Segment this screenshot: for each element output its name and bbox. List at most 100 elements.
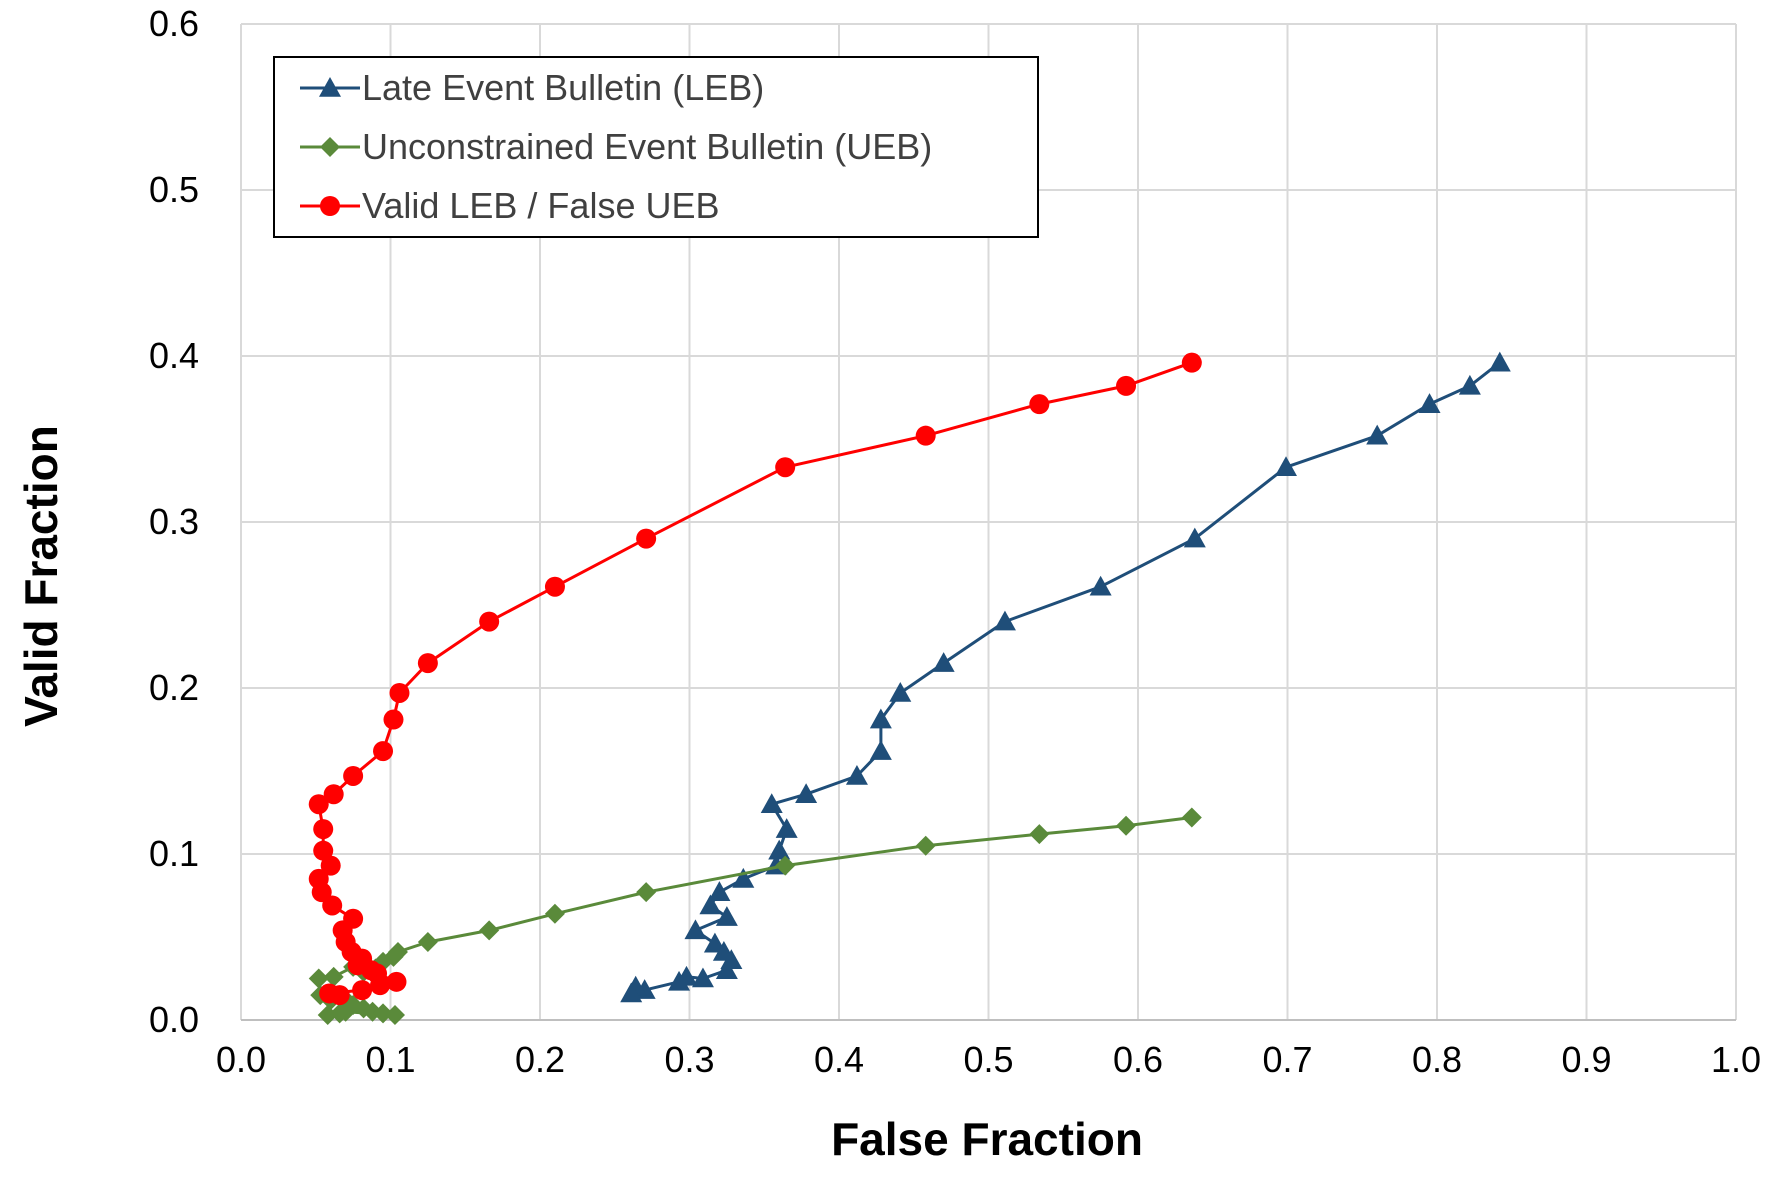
circle-data-point — [370, 975, 391, 996]
circle-data-point — [343, 765, 364, 786]
triangle-data-point — [1089, 575, 1112, 596]
diamond-data-point — [308, 968, 329, 989]
x-tick-label: 0.9 — [1561, 1039, 1611, 1080]
series-3 — [308, 352, 1202, 1006]
triangle-data-point — [869, 708, 892, 729]
x-tick-label: 0.3 — [664, 1039, 714, 1080]
triangle-data-point — [715, 906, 738, 926]
legend-entry: Valid LEB / False UEB — [300, 185, 720, 226]
triangle-data-point — [715, 959, 738, 979]
diamond-data-point — [373, 1003, 394, 1024]
y-tick-label: 0.5 — [149, 169, 199, 210]
triangle-data-point — [869, 740, 892, 760]
triangle-data-point — [775, 818, 798, 838]
triangle-data-point — [732, 867, 755, 888]
tick-labels: 0.0 0.1 0.2 0.3 0.4 0.5 0.6 0.7 0.8 0.9 1.0 0.0 0.1 0… — [149, 3, 1761, 1080]
circle-data-point — [775, 457, 796, 478]
circle-data-point — [352, 980, 373, 1001]
diamond-data-point — [417, 931, 438, 952]
diamond-data-point — [323, 966, 344, 987]
circle-data-point — [329, 985, 350, 1006]
circle-data-point — [313, 819, 334, 840]
diamond-data-point — [1029, 824, 1050, 845]
circle-data-point — [308, 794, 329, 815]
y-tick-label: 0.2 — [149, 667, 199, 708]
triangle-data-point — [691, 967, 714, 988]
diamond-data-point — [915, 835, 936, 856]
y-tick-label: 0.6 — [149, 3, 199, 44]
diamond-data-point — [775, 855, 796, 876]
triangle-data-point — [845, 764, 868, 785]
legend-diamond-icon — [320, 137, 340, 157]
triangle-data-point — [768, 839, 791, 860]
triangle-data-point — [708, 881, 731, 901]
triangle-data-point — [795, 783, 818, 804]
diamond-data-point — [317, 1005, 338, 1026]
x-tick-label: 1.0 — [1711, 1039, 1761, 1080]
y-axis-title: Valid Fraction — [15, 425, 67, 727]
y-tick-label: 0.1 — [149, 833, 199, 874]
triangle-data-point — [699, 894, 722, 915]
circle-data-point — [636, 528, 657, 549]
diamond-data-point — [1116, 815, 1137, 836]
circle-data-point — [1116, 375, 1137, 396]
x-tick-label: 0.2 — [515, 1039, 565, 1080]
diamond-data-point — [636, 882, 657, 903]
x-tick-label: 0.5 — [963, 1039, 1013, 1080]
circle-data-point — [323, 784, 344, 805]
circle-data-point — [1181, 352, 1202, 373]
triangle-data-point — [668, 970, 691, 991]
triangle-data-point — [932, 652, 955, 672]
triangle-data-point — [1418, 393, 1441, 413]
x-axis-title: False Fraction — [831, 1113, 1143, 1165]
circle-data-point — [313, 840, 334, 861]
triangle-data-point — [620, 982, 643, 1003]
x-tick-label: 0.0 — [216, 1039, 266, 1080]
triangle-data-point — [1183, 527, 1206, 548]
series-1 — [620, 351, 1511, 1003]
circle-data-point — [1029, 394, 1050, 415]
triangle-data-point — [760, 793, 783, 813]
y-tick-label: 0.4 — [149, 335, 199, 376]
legend-circle-icon — [320, 196, 340, 216]
x-tick-label: 0.4 — [814, 1039, 864, 1080]
circle-data-point — [915, 425, 936, 446]
triangle-data-point — [1366, 424, 1389, 445]
y-tick-label: 0.3 — [149, 501, 199, 542]
circle-data-point — [389, 682, 410, 703]
series-layer — [308, 351, 1511, 1026]
circle-data-point — [383, 709, 404, 730]
x-tick-label: 0.7 — [1262, 1039, 1312, 1080]
legend-triangle-icon — [319, 77, 341, 97]
legend-label: Valid LEB / False UEB — [362, 185, 720, 226]
legend-box — [273, 56, 1039, 238]
legend-label: Unconstrained Event Bulletin (UEB) — [362, 126, 932, 167]
circle-data-point — [386, 971, 407, 992]
triangle-data-point — [993, 610, 1016, 631]
x-tick-label: 0.8 — [1412, 1039, 1462, 1080]
triangle-data-point — [1488, 351, 1511, 372]
diamond-data-point — [479, 920, 500, 941]
circle-data-point — [417, 653, 438, 674]
legend-label: Late Event Bulletin (LEB) — [362, 67, 764, 108]
x-tick-label: 0.6 — [1113, 1039, 1163, 1080]
circle-data-point — [479, 611, 500, 632]
circle-data-point — [320, 855, 341, 876]
triangle-data-point — [684, 919, 707, 940]
legend: Late Event Bulletin (LEB) Unconstrained E… — [273, 56, 1039, 238]
legend-entry: Late Event Bulletin (LEB) — [300, 67, 764, 108]
legend-entry: Unconstrained Event Bulletin (UEB) — [300, 126, 932, 167]
triangle-data-point — [1458, 374, 1481, 395]
diamond-data-point — [384, 1005, 405, 1026]
x-tick-label: 0.1 — [365, 1039, 415, 1080]
y-tick-label: 0.0 — [149, 999, 199, 1040]
diamond-data-point — [544, 903, 565, 924]
diamond-data-point — [329, 1003, 350, 1024]
diamond-data-point — [1181, 807, 1202, 828]
circle-data-point — [544, 576, 565, 597]
triangle-data-point — [889, 681, 912, 702]
triangle-data-point — [1275, 456, 1298, 477]
circle-data-point — [322, 895, 343, 916]
circle-data-point — [373, 741, 394, 762]
